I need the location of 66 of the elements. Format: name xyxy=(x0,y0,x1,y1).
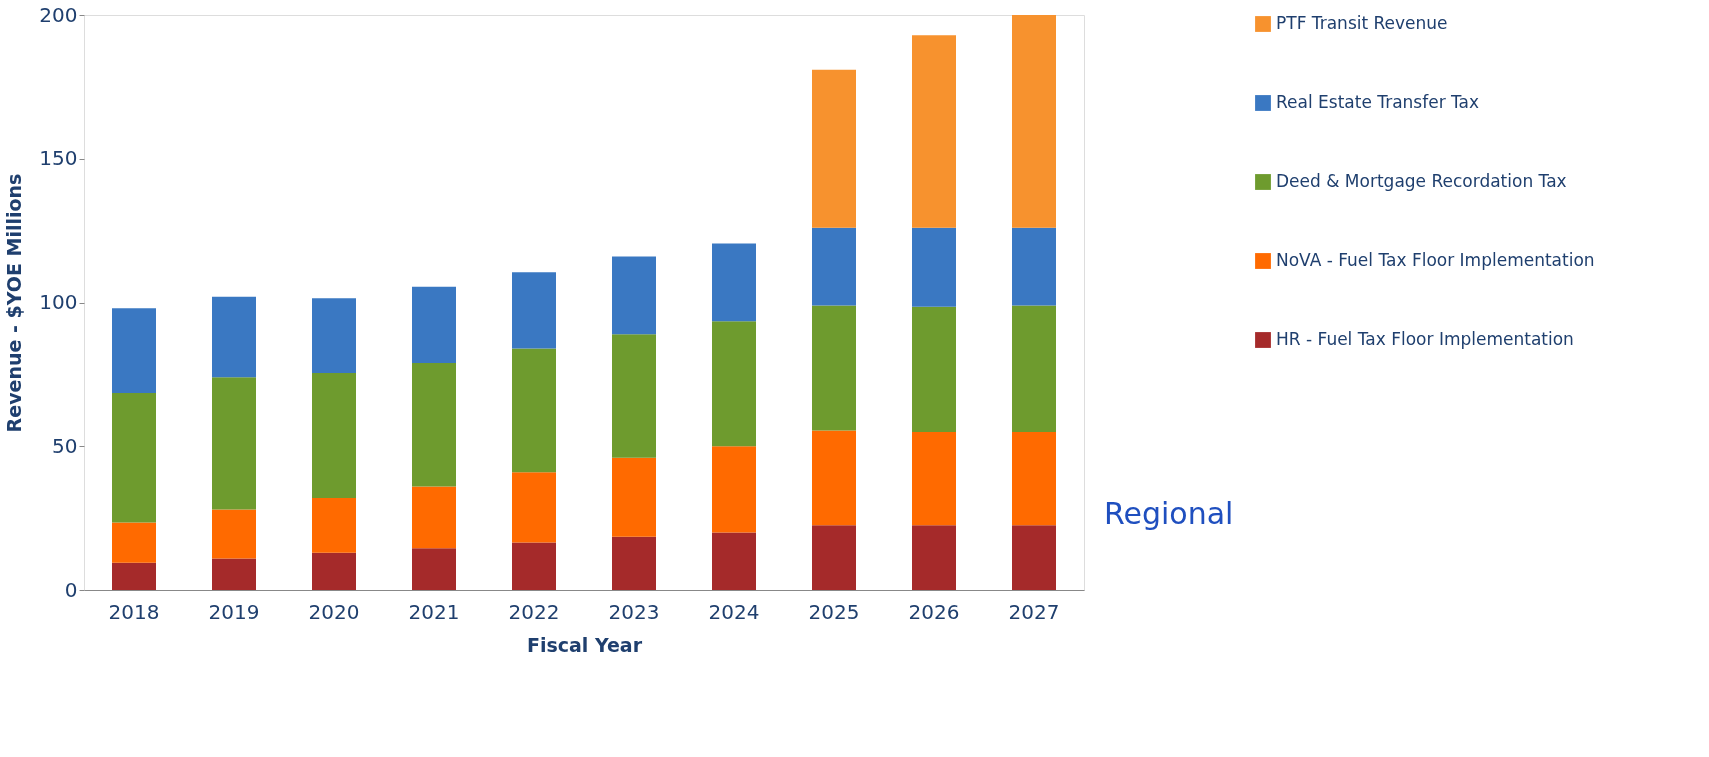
x-tick-label: 2018 xyxy=(108,599,160,624)
bar xyxy=(612,536,656,590)
bar xyxy=(812,69,856,228)
bar xyxy=(812,305,856,431)
bar xyxy=(412,362,456,487)
x-tick-label: 2019 xyxy=(208,599,260,624)
bar xyxy=(612,457,656,537)
legend-label: NoVA - Fuel Tax Floor Implementation xyxy=(1276,250,1595,270)
bar xyxy=(512,348,556,473)
bar xyxy=(812,227,856,306)
bar xyxy=(412,486,456,549)
x-tick-label: 2025 xyxy=(808,599,860,624)
bar xyxy=(212,377,256,510)
bar xyxy=(512,272,556,349)
bar xyxy=(712,446,756,533)
bar xyxy=(112,308,156,394)
y-tick-label: 150 xyxy=(39,146,78,171)
bar xyxy=(1012,525,1056,590)
bar xyxy=(712,243,756,322)
x-tick-label: 2021 xyxy=(408,599,460,624)
y-tick-label: 0 xyxy=(64,577,78,602)
bar xyxy=(812,525,856,590)
x-axis-title: Fiscal Year xyxy=(526,633,643,656)
bar xyxy=(612,256,656,335)
y-tick-label: 200 xyxy=(39,2,78,27)
bar xyxy=(912,306,956,432)
x-tick-label: 2026 xyxy=(908,599,960,624)
bar xyxy=(1012,227,1056,306)
bar xyxy=(412,548,456,590)
bar xyxy=(512,472,556,543)
text: Regional xyxy=(1104,496,1234,532)
bar xyxy=(212,558,256,590)
legend-label: Deed & Mortgage Recordation Tax xyxy=(1276,171,1567,191)
x-tick-label: 2023 xyxy=(608,599,660,624)
bar xyxy=(1012,15,1056,228)
bar xyxy=(512,542,556,590)
bar xyxy=(612,334,656,458)
bar xyxy=(112,393,156,523)
bar xyxy=(212,509,256,559)
bar xyxy=(112,562,156,590)
x-tick-label: 2024 xyxy=(708,599,760,624)
bar xyxy=(1012,431,1056,526)
x-tick-label: 2020 xyxy=(308,599,360,624)
bar xyxy=(712,321,756,447)
legend-label: PTF Transit Revenue xyxy=(1276,13,1448,33)
bar xyxy=(412,286,456,363)
bar xyxy=(912,227,956,307)
bar xyxy=(912,431,956,526)
x-tick-label: 2022 xyxy=(508,599,560,624)
legend-label: HR - Fuel Tax Floor Implementation xyxy=(1276,329,1574,349)
bar xyxy=(1012,305,1056,432)
bar xyxy=(312,552,356,590)
bar xyxy=(912,35,956,228)
y-tick-label: 100 xyxy=(39,290,78,314)
y-tick-label: 50 xyxy=(52,433,78,458)
bar xyxy=(312,298,356,373)
bar xyxy=(812,430,856,526)
bar xyxy=(912,525,956,590)
x-tick-label: 2027 xyxy=(1008,599,1060,624)
bar xyxy=(712,532,756,590)
bar xyxy=(312,372,356,498)
y-axis-title: Revenue - $YOE Millions xyxy=(3,173,26,433)
legend-label: Real Estate Transfer Tax xyxy=(1276,92,1480,112)
bar xyxy=(312,498,356,553)
bar xyxy=(212,296,256,378)
bar xyxy=(112,522,156,563)
